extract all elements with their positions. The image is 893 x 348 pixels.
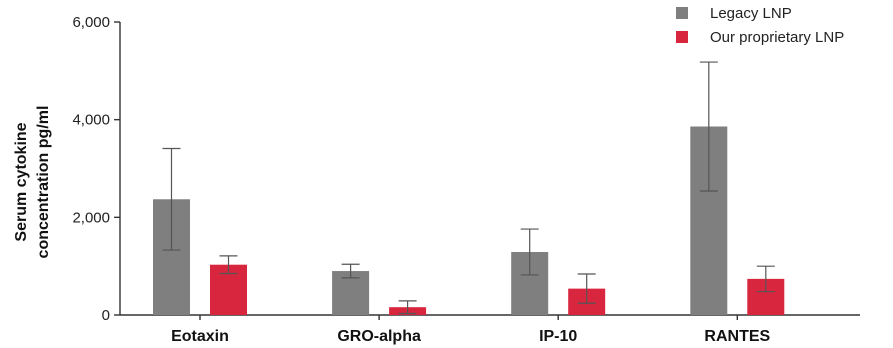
error-bars bbox=[162, 61, 775, 315]
y-axis: 0 2,000 4,000 6,000 bbox=[72, 14, 121, 324]
x-axis: Eotaxin GRO-alpha IP-10 RANTES bbox=[120, 314, 860, 345]
legend-label-2: Our proprietary LNP bbox=[710, 29, 844, 46]
x-tick-label-rantes: RANTES bbox=[704, 328, 770, 345]
y-axis-title-line-1: Serum cytokine bbox=[13, 122, 30, 241]
y-axis-title-line-2: concentration pg/ml bbox=[35, 106, 52, 259]
y-tick-label: 4,000 bbox=[72, 112, 110, 129]
legend-label-1: Legacy LNP bbox=[710, 5, 792, 22]
y-tick-label: 6,000 bbox=[72, 14, 110, 31]
legend-swatch-2 bbox=[676, 31, 688, 43]
legend: Legacy LNP Our proprietary LNP bbox=[676, 5, 844, 46]
y-tick-label: 2,000 bbox=[72, 209, 110, 226]
legend-swatch-1 bbox=[676, 7, 688, 19]
y-tick-label: 0 bbox=[102, 307, 110, 324]
x-tick-label-eotaxin: Eotaxin bbox=[171, 328, 229, 345]
bars bbox=[153, 126, 785, 316]
x-tick-label-ip-10: IP-10 bbox=[539, 328, 577, 345]
x-tick-label-gro-alpha: GRO-alpha bbox=[337, 328, 421, 345]
y-axis-title: Serum cytokine concentration pg/ml bbox=[13, 106, 52, 259]
